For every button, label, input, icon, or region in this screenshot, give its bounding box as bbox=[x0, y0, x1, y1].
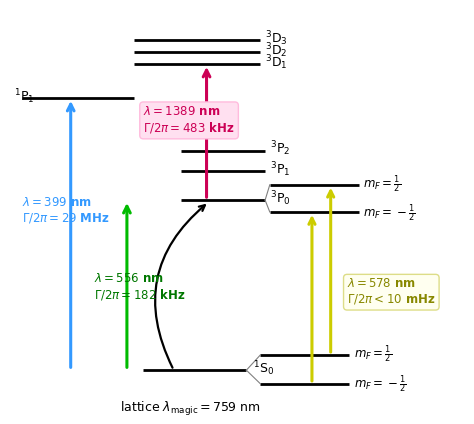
Text: $^1$P$_1$: $^1$P$_1$ bbox=[15, 87, 35, 106]
Text: $\lambda=399$ nm
$\mathit{\Gamma}/2\pi=29$ MHz: $\lambda=399$ nm $\mathit{\Gamma}/2\pi=2… bbox=[21, 196, 109, 225]
Text: $m_F = -\frac{1}{2}$: $m_F = -\frac{1}{2}$ bbox=[364, 202, 416, 224]
Text: $\lambda=578$ nm
$\mathit{\Gamma}/2\pi<10$ mHz: $\lambda=578$ nm $\mathit{\Gamma}/2\pi<1… bbox=[347, 277, 436, 307]
Text: $\lambda=556$ nm
$\mathit{\Gamma}/2\pi=182$ kHz: $\lambda=556$ nm $\mathit{\Gamma}/2\pi=1… bbox=[94, 272, 186, 302]
Text: $m_F = -\frac{1}{2}$: $m_F = -\frac{1}{2}$ bbox=[354, 374, 407, 395]
Text: $^3$P$_1$: $^3$P$_1$ bbox=[270, 160, 290, 179]
Text: $^1$S$_0$: $^1$S$_0$ bbox=[254, 359, 274, 378]
Text: $m_F = \frac{1}{2}$: $m_F = \frac{1}{2}$ bbox=[354, 343, 392, 365]
Text: $\lambda=1389$ nm
$\mathit{\Gamma}/2\pi=483$ kHz: $\lambda=1389$ nm $\mathit{\Gamma}/2\pi=… bbox=[143, 105, 235, 135]
Text: $^3$P$_0$: $^3$P$_0$ bbox=[270, 189, 291, 208]
Text: $^3$D$_2$: $^3$D$_2$ bbox=[265, 41, 288, 60]
Text: $^3$D$_1$: $^3$D$_1$ bbox=[265, 53, 288, 72]
Text: $^3$D$_3$: $^3$D$_3$ bbox=[265, 29, 288, 48]
Text: $^3$P$_2$: $^3$P$_2$ bbox=[270, 140, 290, 159]
Text: lattice $\lambda_\mathrm{magic}=759$ nm: lattice $\lambda_\mathrm{magic}=759$ nm bbox=[120, 400, 261, 418]
Text: $m_F = \frac{1}{2}$: $m_F = \frac{1}{2}$ bbox=[364, 173, 401, 195]
